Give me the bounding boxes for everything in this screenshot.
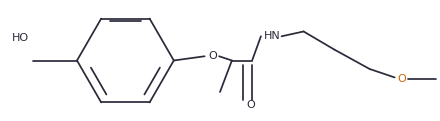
Text: O: O	[246, 100, 255, 110]
Text: O: O	[397, 74, 406, 84]
Text: O: O	[208, 51, 217, 61]
Text: HO: HO	[12, 33, 29, 43]
Text: HN: HN	[264, 31, 280, 41]
